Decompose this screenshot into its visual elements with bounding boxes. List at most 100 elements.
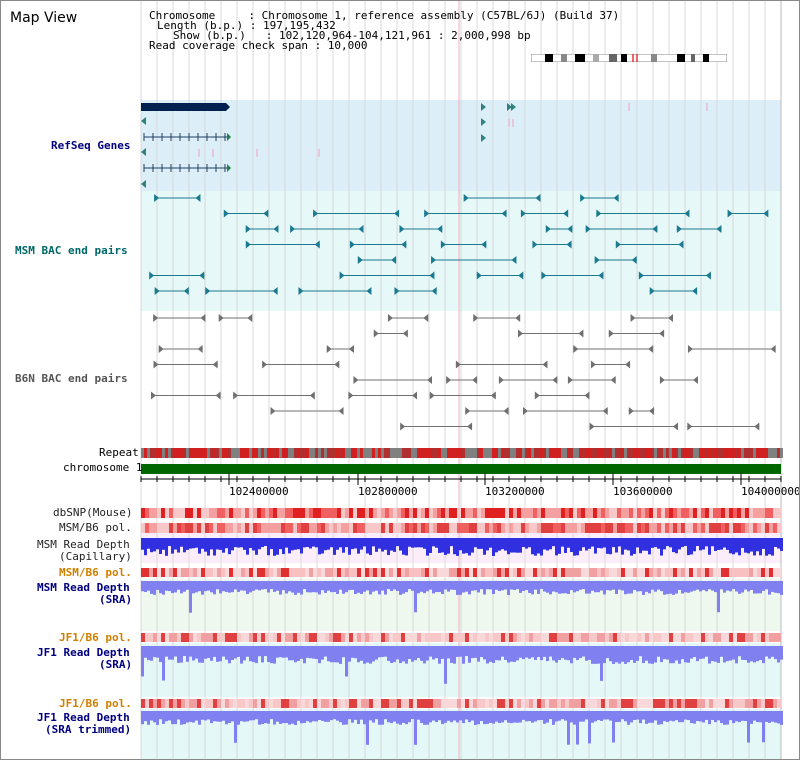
repeat-segment xyxy=(453,448,456,458)
depth-bar xyxy=(705,581,708,592)
depth-bar xyxy=(270,711,273,720)
depth-bar xyxy=(183,646,186,657)
depth-bar xyxy=(372,711,375,723)
depth-bar xyxy=(597,581,600,593)
depth-bar xyxy=(180,581,183,594)
pol-cell xyxy=(257,523,261,533)
depth-bar xyxy=(426,538,429,556)
pol-cell xyxy=(689,699,693,708)
depth-bar xyxy=(633,711,636,721)
depth-bar xyxy=(477,538,480,549)
depth-bar xyxy=(333,711,336,720)
depth-bar xyxy=(429,538,432,553)
pol-cell xyxy=(341,568,345,577)
pol-cell xyxy=(237,523,241,533)
depth-bar xyxy=(339,538,342,548)
repeat-segment xyxy=(618,448,621,458)
depth-bar xyxy=(687,646,690,663)
pol-cell xyxy=(765,523,769,533)
depth-bar xyxy=(645,646,648,661)
pol-cell xyxy=(553,523,557,533)
repeat-segment xyxy=(411,448,414,458)
chromosome-ideogram[interactable] xyxy=(531,54,727,62)
depth-bar xyxy=(192,538,195,549)
depth-bar xyxy=(744,711,747,722)
dbsnp-cell xyxy=(525,508,529,518)
depth-bar xyxy=(183,538,186,553)
pol-cell xyxy=(261,699,265,708)
pol-cell xyxy=(377,568,381,577)
depth-bar xyxy=(288,646,291,661)
depth-bar xyxy=(516,538,519,553)
depth-bar xyxy=(150,711,153,721)
pol-cell xyxy=(493,568,497,577)
depth-bar xyxy=(336,581,339,594)
depth-bar xyxy=(714,581,717,593)
depth-bar xyxy=(168,581,171,592)
pol-cell xyxy=(229,568,233,577)
depth-bar xyxy=(675,538,678,554)
msm-bac-pair-end xyxy=(481,240,487,249)
ideogram-band xyxy=(677,54,685,62)
depth-bar xyxy=(504,538,507,551)
pol-cell xyxy=(373,523,377,533)
depth-bar xyxy=(711,646,714,662)
depth-bar xyxy=(531,646,534,658)
depth-bar xyxy=(159,711,162,720)
pol-cell xyxy=(253,568,257,577)
depth-bar xyxy=(498,646,501,661)
depth-bar xyxy=(285,581,288,594)
depth-bar xyxy=(480,538,483,549)
pol-cell xyxy=(189,633,193,642)
pol-cell xyxy=(521,523,525,533)
depth-bar xyxy=(570,581,573,591)
b6n-bac-pair-end xyxy=(515,314,521,322)
pol-cell xyxy=(697,699,701,708)
pol-cell xyxy=(433,523,437,533)
jf1-depth-sra-sub: (SRA) xyxy=(99,658,133,671)
repeat-segment xyxy=(663,448,666,458)
pol-cell xyxy=(581,699,585,708)
chromosome-info: Chromosome : Chromosome 1, reference ass… xyxy=(149,10,619,51)
depth-bar xyxy=(624,646,627,664)
depth-bar xyxy=(648,581,651,594)
repeat-segment xyxy=(201,448,204,458)
depth-bar xyxy=(627,646,630,663)
pol-cell xyxy=(441,568,445,577)
pol-cell xyxy=(225,699,229,708)
pol-cell xyxy=(541,633,545,642)
pol-cell xyxy=(425,523,429,533)
depth-bar xyxy=(339,646,342,664)
depth-bar xyxy=(726,538,729,550)
depth-bar xyxy=(456,581,459,595)
pol-cell xyxy=(585,568,589,577)
depth-bar xyxy=(525,538,528,549)
depth-bar xyxy=(159,646,162,663)
dbsnp-cell xyxy=(605,508,609,518)
dbsnp-cell xyxy=(553,508,557,518)
depth-bar xyxy=(720,538,723,550)
pol-cell xyxy=(697,568,701,577)
depth-bar xyxy=(495,581,498,590)
depth-bar xyxy=(189,581,192,613)
depth-bar xyxy=(402,581,405,594)
pol-cell xyxy=(633,699,637,708)
pol-cell xyxy=(529,699,533,708)
b6n-bac-pair-end xyxy=(334,360,340,369)
depth-bar xyxy=(489,581,492,590)
depth-bar xyxy=(408,646,411,659)
pol-cell xyxy=(213,633,217,642)
pol-cell xyxy=(297,523,301,533)
repeat-segment xyxy=(336,448,339,458)
pol-cell xyxy=(193,633,197,642)
b6n-bac-pair-end xyxy=(426,376,432,384)
pol-cell xyxy=(657,699,661,708)
pol-cell xyxy=(257,568,261,577)
depth-bar xyxy=(357,711,360,725)
repeat-segment xyxy=(666,448,669,458)
depth-bar xyxy=(633,581,636,590)
msm-bac-pair-end xyxy=(716,225,722,233)
depth-bar xyxy=(495,538,498,553)
depth-bar xyxy=(297,711,300,721)
depth-bar xyxy=(666,711,669,723)
